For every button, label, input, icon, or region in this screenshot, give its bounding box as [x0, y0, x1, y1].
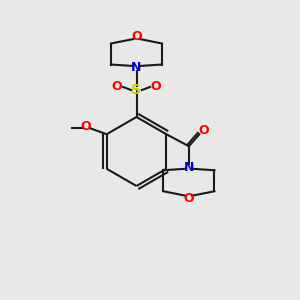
Text: O: O — [198, 124, 208, 137]
Text: O: O — [151, 80, 161, 94]
Text: S: S — [131, 83, 142, 97]
Text: O: O — [184, 192, 194, 205]
Text: N: N — [184, 161, 194, 174]
Text: O: O — [80, 120, 91, 133]
Text: O: O — [131, 29, 142, 43]
Text: O: O — [112, 80, 122, 94]
Text: N: N — [131, 61, 142, 74]
